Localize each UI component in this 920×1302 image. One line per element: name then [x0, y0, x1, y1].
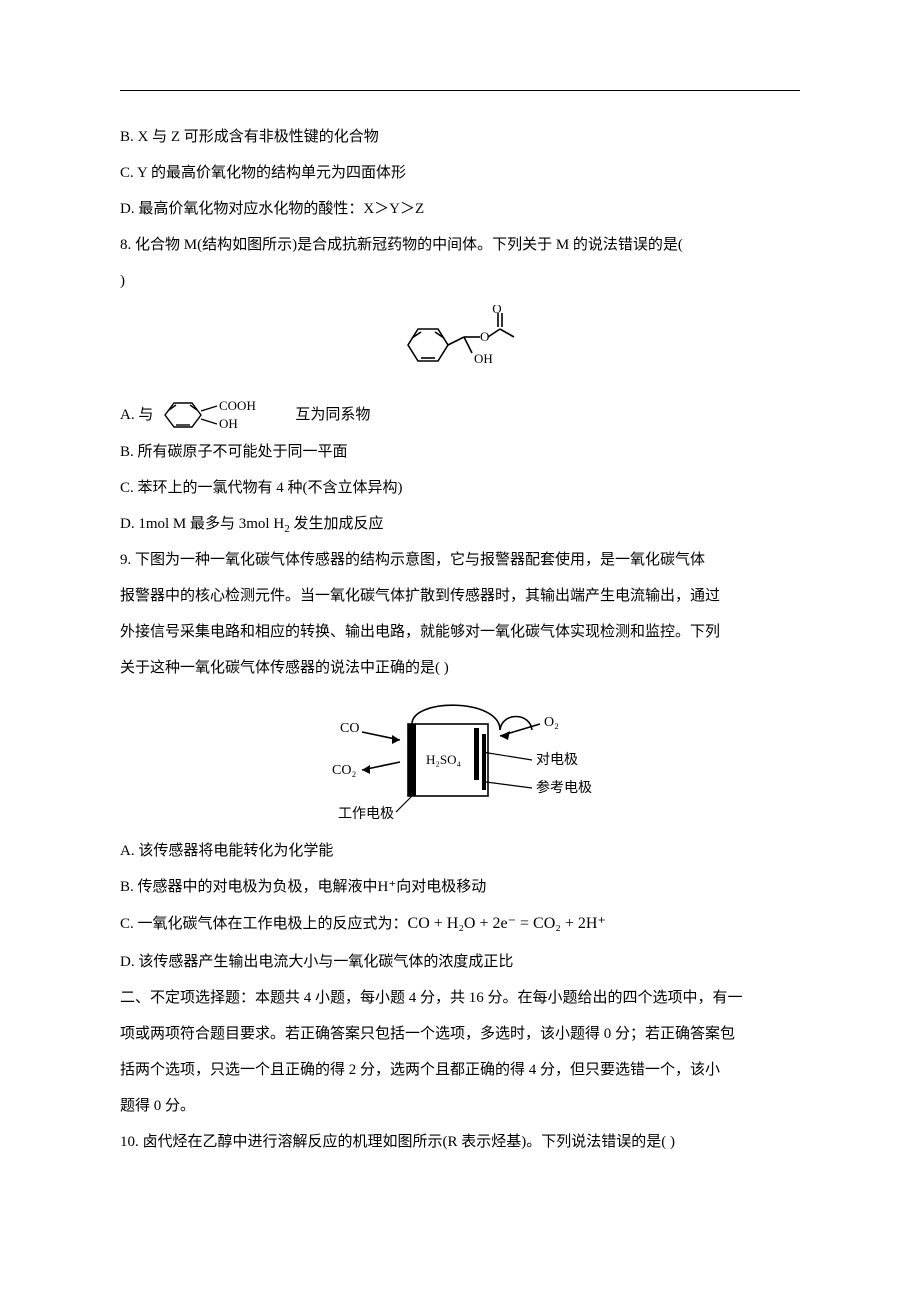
- q9-b-formula: H⁺: [378, 879, 397, 895]
- q9-b-prefix: B. 传感器中的对电极为负极，电解液中: [120, 879, 378, 895]
- q9-c-prefix: C. 一氧化碳气体在工作电极上的反应式为：: [120, 916, 408, 932]
- q9-stem-4: 关于这种一氧化碳气体传感器的说法中正确的是( ): [120, 650, 800, 686]
- q8-opt-a-prefix: A. 与: [120, 399, 153, 432]
- q7-opt-d: D. 最高价氧化物对应水化物的酸性：X＞Y＞Z: [120, 191, 800, 227]
- q8-stem-1: 8. 化合物 M(结构如图所示)是合成抗新冠药物的中间体。下列关于 M 的说法错…: [120, 227, 800, 263]
- label-co: CO: [340, 721, 359, 736]
- label-oh: OH: [474, 351, 493, 366]
- label-cooh: COOH: [219, 398, 256, 413]
- top-rule: [120, 90, 800, 91]
- q7-opt-b: B. X 与 Z 可形成含有非极性键的化合物: [120, 119, 800, 155]
- q10-stem: 10. 卤代烃在乙醇中进行溶解反应的机理如图所示(R 表示烃基)。下列说法错误的…: [120, 1124, 800, 1160]
- q9-stem-2: 报警器中的核心检测元件。当一氧化碳气体扩散到传感器时，其输出端产生电流输出，通过: [120, 578, 800, 614]
- label-o-top: O: [492, 305, 501, 316]
- label-reference: 参考电极: [536, 779, 592, 796]
- label-o-mid: O: [480, 329, 489, 344]
- label-co2: CO₂: [332, 763, 356, 778]
- q8-d-prefix: D. 1mol M 最多与 3mol H: [120, 516, 284, 532]
- label-working: 工作电极: [338, 806, 394, 822]
- q9-opt-a: A. 该传感器将电能转化为化学能: [120, 833, 800, 869]
- q8-molecule-figure: O O OH: [120, 305, 800, 390]
- q7-opt-c: C. Y 的最高价氧化物的结构单元为四面体形: [120, 155, 800, 191]
- q8-opt-a: A. 与 COOH OH 互为同系物: [120, 396, 800, 434]
- page: B. X 与 Z 可形成含有非极性键的化合物 C. Y 的最高价氧化物的结构单元…: [0, 0, 920, 1302]
- q9-sensor-figure: CO CO₂ O₂ H₂SO₄ 对电极 参考电极 工作电极: [120, 692, 800, 827]
- q8-opt-a-molecule: COOH OH: [159, 396, 289, 434]
- q8-opt-c: C. 苯环上的一氯代物有 4 种(不含立体异构): [120, 470, 800, 506]
- section2-l4: 题得 0 分。: [120, 1088, 800, 1124]
- label-o2: O₂: [544, 715, 559, 730]
- q9-c-eq: CO + H₂O + 2e⁻ = CO₂ + 2H⁺: [408, 915, 606, 932]
- q9-stem-3: 外接信号采集电路和相应的转换、输出电路，就能够对一氧化碳气体实现检测和监控。下列: [120, 614, 800, 650]
- q8-stem-2: ): [120, 263, 800, 299]
- section2-l1: 二、不定项选择题：本题共 4 小题，每小题 4 分，共 16 分。在每小题给出的…: [120, 980, 800, 1016]
- label-counter: 对电极: [536, 752, 578, 768]
- q9-opt-c: C. 一氧化碳气体在工作电极上的反应式为：CO + H₂O + 2e⁻ = CO…: [120, 905, 800, 943]
- q9-stem-1: 9. 下图为一种一氧化碳气体传感器的结构示意图，它与报警器配套使用，是一氧化碳气…: [120, 542, 800, 578]
- q9-opt-b: B. 传感器中的对电极为负极，电解液中H⁺向对电极移动: [120, 869, 800, 905]
- q9-b-suffix: 向对电极移动: [396, 879, 486, 895]
- label-oh2: OH: [219, 416, 238, 431]
- q8-opt-b: B. 所有碳原子不可能处于同一平面: [120, 434, 800, 470]
- q8-opt-d: D. 1mol M 最多与 3mol H2 发生加成反应: [120, 506, 800, 542]
- q8-d-suffix: 发生加成反应: [290, 516, 384, 532]
- section2-l2: 项或两项符合题目要求。若正确答案只包括一个选项，多选时，该小题得 0 分；若正确…: [120, 1016, 800, 1052]
- label-h2so4: H₂SO₄: [426, 752, 462, 767]
- q8-opt-a-suffix: 互为同系物: [295, 399, 370, 432]
- section2-l3: 括两个选项，只选一个且正确的得 2 分，选两个且都正确的得 4 分，但只要选错一…: [120, 1052, 800, 1088]
- q9-opt-d: D. 该传感器产生输出电流大小与一氧化碳气体的浓度成正比: [120, 944, 800, 980]
- q9-sensor-svg: CO CO₂ O₂ H₂SO₄ 对电极 参考电极 工作电极: [300, 692, 620, 822]
- q8-molecule-svg: O O OH: [390, 305, 530, 385]
